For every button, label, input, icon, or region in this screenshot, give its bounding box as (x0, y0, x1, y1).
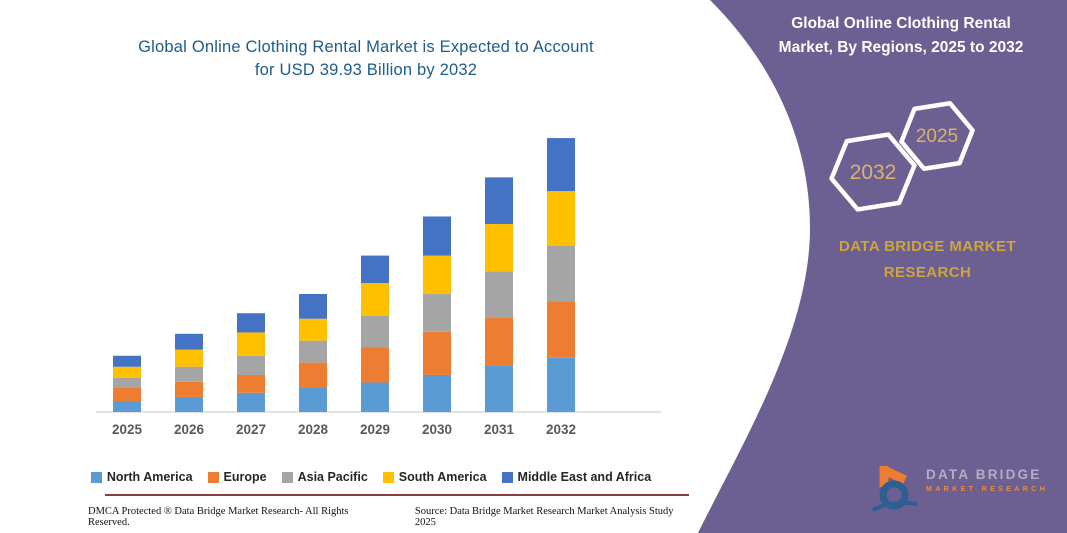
legend-label: North America (106, 470, 193, 484)
footer: DMCA Protected ® Data Bridge Market Rese… (88, 506, 688, 528)
bar-segment-2025-asia-pacific (113, 377, 141, 388)
bar-segment-2026-europe (175, 381, 203, 397)
dbmr-logo: DATA BRIDGE MARKET RESEARCH (872, 461, 1048, 515)
legend-swatch (382, 471, 394, 483)
legend-swatch (281, 471, 293, 483)
hexagon-2032 (829, 132, 917, 212)
bar-segment-2027-south-america (237, 332, 265, 356)
bar-segment-2026-north-america (175, 396, 203, 412)
bar-segment-2032-middle-east-and-africa (547, 138, 575, 192)
dbmr-logo-mark (872, 465, 918, 512)
bar-segment-2028-asia-pacific (299, 340, 327, 363)
bar-segment-2028-south-america (299, 318, 327, 341)
logo-title: DATA BRIDGE (926, 467, 1042, 482)
bar-segment-2027-europe (237, 374, 265, 393)
bar-segment-2030-south-america (423, 255, 451, 295)
bar-segment-2032-asia-pacific (547, 245, 575, 302)
bar-segment-2027-north-america (237, 392, 265, 412)
legend-item-asia-pacific: Asia Pacific (281, 470, 368, 484)
bar-segment-2031-south-america (485, 224, 513, 272)
chart-legend: North America Europe Asia Pacific South Ame… (60, 470, 682, 484)
hexagon-year-2025: 2025 (916, 126, 958, 147)
bar-segment-2029-south-america (361, 283, 389, 316)
x-axis-label: 2032 (546, 422, 576, 437)
chart-title: Global Online Clothing Rental Market is … (138, 38, 594, 79)
legend-label: South America (398, 470, 487, 484)
dmca-copyright-text: DMCA Protected ® Data Bridge Market Rese… (88, 506, 349, 528)
bar-segment-2029-asia-pacific (361, 315, 389, 348)
bar-segment-2028-north-america (299, 387, 327, 412)
bar-segment-2025-south-america (113, 366, 141, 378)
bar-segment-2028-europe (299, 362, 327, 388)
brand-wordmark: DATA BRIDGE MARKET RESEARCH (839, 238, 1016, 281)
bar-segment-2032-north-america (547, 357, 575, 412)
legend-swatch (90, 471, 102, 483)
legend-swatch (501, 471, 513, 483)
legend-item-south-america: South America (382, 470, 487, 484)
bar-segment-2030-europe (423, 331, 451, 375)
side-panel-shape (698, 0, 1067, 533)
bar-segment-2027-asia-pacific (237, 355, 265, 375)
bar-segment-2029-middle-east-and-africa (361, 255, 389, 284)
legend-item-middle-east-and-africa: Middle East and Africa (501, 470, 652, 484)
bar-segment-2026-middle-east-and-africa (175, 333, 203, 350)
bar-segment-2030-middle-east-and-africa (423, 216, 451, 256)
footer-divider-rule (105, 494, 689, 496)
legend-item-europe: Europe (207, 470, 267, 484)
bar-segment-2026-asia-pacific (175, 366, 203, 382)
x-axis-label: 2030 (422, 422, 452, 437)
hexagon-2025 (899, 101, 975, 171)
bar-segment-2025-north-america (113, 401, 141, 412)
legend-label: Asia Pacific (297, 470, 368, 484)
x-axis-label: 2029 (360, 422, 390, 437)
bar-segment-2026-south-america (175, 349, 203, 367)
source-text: Source: Data Bridge Market Research Mark… (414, 506, 674, 528)
bar-segment-2032-europe (547, 301, 575, 358)
bar-segment-2029-north-america (361, 382, 389, 412)
bar-segment-2027-middle-east-and-africa (237, 313, 265, 333)
legend-item-north-america: North America (90, 470, 193, 484)
x-axis-label: 2027 (236, 422, 266, 437)
bar-segment-2025-middle-east-and-africa (113, 355, 141, 367)
logo-subtitle: MARKET RESEARCH (926, 486, 1049, 493)
bar-segment-2029-europe (361, 347, 389, 383)
legend-swatch (207, 471, 219, 483)
x-axis-label: 2028 (298, 422, 329, 437)
bar-chart-plot-area: 2025 2026 2027 2028 2029 2030 2031 2032 (96, 138, 661, 437)
bar-segment-2030-asia-pacific (423, 294, 451, 332)
bar-segment-2031-europe (485, 318, 513, 366)
x-axis-label: 2025 (112, 422, 143, 437)
dbmr-logo-text: DATA BRIDGE MARKET RESEARCH (926, 461, 1048, 493)
bar-segment-2030-north-america (423, 374, 451, 412)
x-axis-label: 2026 (174, 422, 205, 437)
bar-segment-2028-middle-east-and-africa (299, 294, 327, 319)
bar-segment-2025-europe (113, 387, 141, 402)
year-hexagons: 2032 2025 (829, 101, 975, 212)
bar-segment-2032-south-america (547, 191, 575, 246)
hexagon-year-2032: 2032 (850, 161, 897, 184)
legend-label: Middle East and Africa (517, 470, 652, 484)
stacked-bar-chart: 2025 2026 2027 2028 2029 2030 2031 2032 (80, 95, 680, 440)
side-panel-title: Global Online Clothing Rental Market, By… (778, 15, 1024, 56)
legend-label: Europe (223, 470, 267, 484)
bar-segment-2031-north-america (485, 365, 513, 412)
x-axis-label: 2031 (484, 422, 515, 437)
bar-segment-2031-asia-pacific (485, 271, 513, 319)
bar-segment-2031-middle-east-and-africa (485, 177, 513, 225)
